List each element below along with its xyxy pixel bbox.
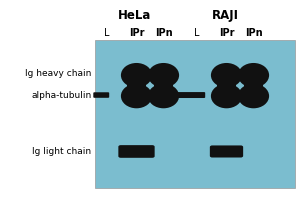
Ellipse shape [238,63,269,88]
Text: L: L [104,28,109,38]
Text: HeLa: HeLa [118,9,152,22]
Text: L: L [194,28,199,38]
FancyBboxPatch shape [244,79,263,92]
Ellipse shape [211,63,242,88]
FancyBboxPatch shape [127,79,146,92]
Ellipse shape [238,84,269,108]
Ellipse shape [121,63,152,88]
Text: Ig light chain: Ig light chain [32,147,92,156]
FancyBboxPatch shape [170,92,205,98]
Text: IPn: IPn [245,28,262,38]
Ellipse shape [211,84,242,108]
FancyBboxPatch shape [93,92,109,98]
FancyBboxPatch shape [217,79,236,92]
Ellipse shape [148,84,179,108]
Text: Ig heavy chain: Ig heavy chain [25,69,92,78]
FancyBboxPatch shape [154,79,173,92]
Ellipse shape [121,84,152,108]
FancyBboxPatch shape [94,40,296,188]
Text: alpha-tubulin: alpha-tubulin [31,90,92,100]
FancyBboxPatch shape [118,145,155,158]
FancyBboxPatch shape [210,145,243,158]
Text: IPn: IPn [155,28,172,38]
Text: IPr: IPr [219,28,234,38]
Ellipse shape [148,63,179,88]
Text: RAJI: RAJI [212,9,239,22]
Text: IPr: IPr [129,28,144,38]
